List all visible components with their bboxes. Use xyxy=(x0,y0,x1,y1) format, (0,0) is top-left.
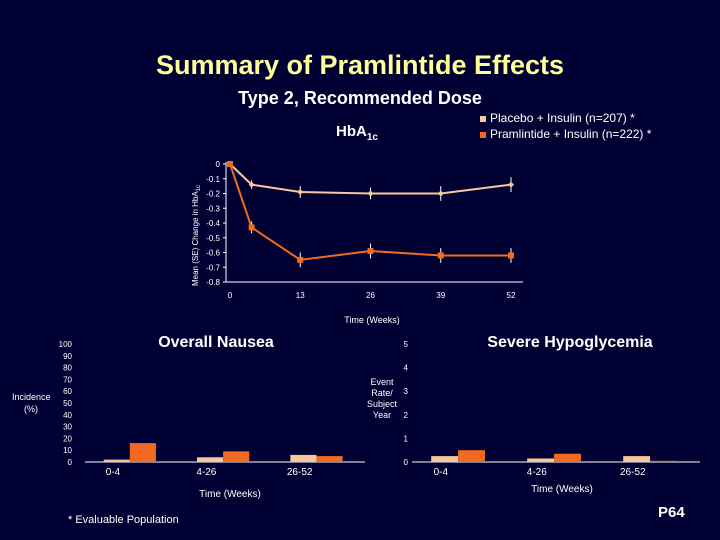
line-chart-ytick-label: -0.6 xyxy=(206,249,220,258)
hypo-xtick-label: 0-4 xyxy=(434,467,449,478)
hypo-bar-placebo xyxy=(527,458,554,462)
hypo-ylabel-line: Rate/ xyxy=(371,388,393,398)
legend-label-pramlintide: Pramlintide + Insulin (n=222) * xyxy=(490,127,652,141)
line-chart-xlabel: Time (Weeks) xyxy=(344,315,400,325)
nausea-bar-pramlintide xyxy=(223,451,249,462)
line-chart-ytick-label: -0.7 xyxy=(206,263,220,272)
hypo-ytick-label: 4 xyxy=(404,364,409,373)
line-chart-ytick-label: -0.3 xyxy=(206,204,220,213)
nausea-ytick-label: 50 xyxy=(63,399,72,408)
hypo-ytick-label: 5 xyxy=(404,340,409,349)
line-point-pramlintide xyxy=(227,161,233,167)
line-point-pramlintide xyxy=(249,224,255,230)
hypo-bar-pramlintide xyxy=(554,454,581,462)
nausea-xtick-label: 4-26 xyxy=(196,467,216,478)
line-chart-ytick-label: -0.2 xyxy=(206,190,220,199)
line-chart-xtick-label: 0 xyxy=(228,291,233,300)
line-point-pramlintide xyxy=(297,257,303,263)
nausea-bar-placebo xyxy=(104,460,130,462)
nausea-ytick-label: 100 xyxy=(59,340,73,349)
hypo-bar-pramlintide xyxy=(458,450,485,462)
line-point-pramlintide xyxy=(508,252,514,258)
nausea-ytick-label: 60 xyxy=(63,387,72,396)
hypo-xlabel: Time (Weeks) xyxy=(531,484,593,495)
hypo-xtick-label: 26-52 xyxy=(620,467,646,478)
line-point-placebo xyxy=(368,191,374,197)
hypo-ytick-label: 3 xyxy=(404,387,409,396)
hypo-xtick-label: 4-26 xyxy=(527,467,547,478)
line-point-placebo xyxy=(508,182,514,188)
nausea-ytick-label: 20 xyxy=(63,434,72,443)
hypo-ytick-label: 2 xyxy=(404,411,409,420)
hypo-ylabel-line: Subject xyxy=(367,399,398,409)
hypo-bar-placebo xyxy=(431,456,458,462)
nausea-ytick-label: 0 xyxy=(68,458,73,467)
hypo-ylabel-line: Event xyxy=(370,377,394,387)
line-chart-xtick-label: 26 xyxy=(366,291,375,300)
hypo-ytick-label: 1 xyxy=(404,434,409,443)
line-chart-ytick-label: 0 xyxy=(216,160,221,169)
nausea-bar-placebo xyxy=(197,457,223,462)
hypo-bar-pramlintide xyxy=(650,461,677,462)
nausea-ytick-label: 80 xyxy=(63,364,72,373)
footnote: * Evaluable Population xyxy=(68,514,179,526)
nausea-ylabel: Incidence xyxy=(12,392,51,402)
line-chart-ytick-label: -0.4 xyxy=(206,219,220,228)
nausea-ytick-label: 40 xyxy=(63,411,72,420)
line-point-pramlintide xyxy=(438,252,444,258)
nausea-ytick-label: 10 xyxy=(63,446,72,455)
legend-marker-placebo xyxy=(480,116,486,122)
nausea-xtick-label: 0-4 xyxy=(106,467,121,478)
line-chart-title: HbA1c xyxy=(336,123,378,143)
hypo-ytick-label: 0 xyxy=(404,458,409,467)
hypo-title: Severe Hypoglycemia xyxy=(487,334,653,351)
nausea-ylabel-unit: (%) xyxy=(24,404,38,414)
line-chart-ytick-label: -0.5 xyxy=(206,234,220,243)
line-chart-ytick-label: -0.1 xyxy=(206,175,220,184)
line-chart-xtick-label: 13 xyxy=(296,291,305,300)
nausea-bar-pramlintide xyxy=(316,456,342,462)
hypo-bar-placebo xyxy=(623,456,650,462)
legend-label-placebo: Placebo + Insulin (n=207) * xyxy=(490,111,635,125)
line-chart-ylabel: Mean (SE) Change in HbA1c xyxy=(191,185,202,286)
nausea-bar-placebo xyxy=(290,455,316,462)
line-point-placebo xyxy=(438,191,444,197)
line-point-placebo xyxy=(297,189,303,195)
nausea-bar-pramlintide xyxy=(130,443,156,462)
nausea-xlabel: Time (Weeks) xyxy=(199,489,261,500)
page-number: P64 xyxy=(658,504,685,521)
nausea-xtick-label: 26-52 xyxy=(287,467,313,478)
nausea-ytick-label: 90 xyxy=(63,352,72,361)
nausea-title: Overall Nausea xyxy=(158,334,274,351)
line-chart-xtick-label: 52 xyxy=(507,291,516,300)
nausea-ytick-label: 30 xyxy=(63,423,72,432)
line-chart-xtick-label: 39 xyxy=(436,291,445,300)
nausea-ytick-label: 70 xyxy=(63,375,72,384)
legend-marker-pramlintide xyxy=(480,132,486,138)
line-point-pramlintide xyxy=(368,248,374,254)
line-chart-ytick-label: -0.8 xyxy=(206,278,220,287)
hypo-ylabel-line: Year xyxy=(373,410,391,420)
